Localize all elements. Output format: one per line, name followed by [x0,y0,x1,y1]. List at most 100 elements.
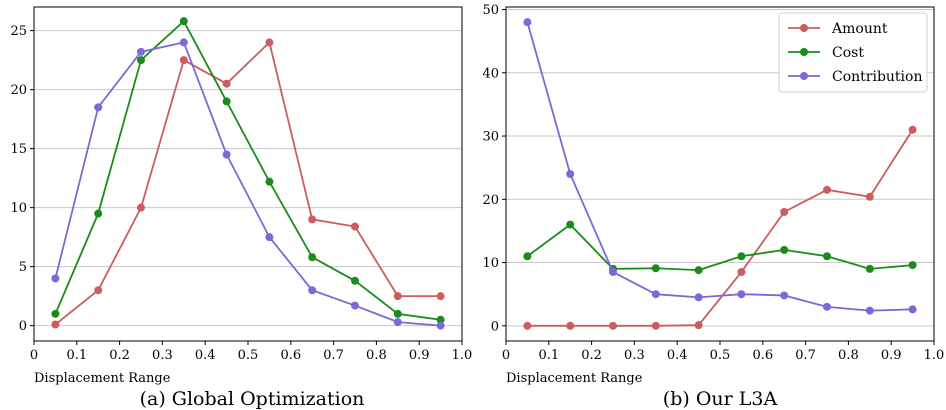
data-point-contribution [523,18,532,27]
x-tick-label: 0.6 [752,348,773,363]
figure-caption: (b) Our L3A [663,388,778,410]
y-tick-label: 50 [482,3,499,18]
data-point-amount [609,321,617,330]
legend-marker-amount [800,24,808,32]
y-tick-label: 20 [10,83,27,98]
x-tick-label: 0.4 [667,348,688,363]
data-point-contribution [265,233,274,242]
legend-marker-contribution [800,72,808,80]
data-point-amount [651,321,660,330]
y-tick-label: 40 [482,66,499,81]
data-point-cost [694,266,703,275]
data-point-cost [179,17,188,26]
data-point-amount [865,192,874,201]
x-tick-label: 0 [502,348,510,363]
x-tick-label: 0.5 [238,348,259,363]
x-tick-label: 0.3 [624,348,645,363]
data-point-amount [694,321,703,330]
x-tick-label: 0.4 [195,348,216,363]
data-point-contribution [780,291,789,300]
chart-panel-2: 0 10 20 30 40 50 0 0.1 0.2 0.3 0.4 0.5 0.6 0.7 0.8 0.9 1… [482,3,944,410]
x-tick-label: 0.3 [152,348,173,363]
data-point-cost [436,315,445,324]
data-point-contribution [179,38,188,47]
data-point-amount [780,207,789,216]
data-point-cost [265,177,274,186]
data-point-cost [865,264,874,273]
data-point-amount [908,125,917,134]
x-tick-label: 0.8 [366,348,387,363]
x-tick-label: 0.6 [280,348,301,363]
x-tick-label: 0.8 [838,348,859,363]
data-point-cost [823,252,831,261]
data-point-cost [523,252,532,261]
chart-panel-1: 0 5 10 15 20 25 0 0.1 0.2 0.3 0.4 0.5 0.6 0.7 0.8 0.9 1.… [10,6,473,410]
data-point-contribution [351,301,359,310]
data-point-contribution [393,318,402,327]
data-point-cost [566,220,575,229]
data-point-contribution [94,103,103,112]
series-line-cost [54,19,441,321]
data-point-amount [351,222,359,231]
x-axis-label: Displacement Range [506,371,643,386]
y-tick-label: 0 [491,319,499,334]
data-point-cost [908,261,917,270]
data-point-cost [351,276,359,285]
legend-box [778,12,928,93]
y-tick-label: 25 [10,24,27,39]
y-tick-label: 10 [482,256,499,271]
x-axis-label: Displacement Range [34,371,171,386]
legend: Amount Cost Contribution [778,12,928,93]
data-point-amount [222,79,231,88]
x-tick-label: 0.1 [66,348,87,363]
data-point-cost [308,253,317,262]
data-point-contribution [222,150,231,159]
x-tick-label: 0 [30,348,38,363]
x-tick-label: 1.0 [452,348,473,363]
x-tick-label: 0.5 [710,348,731,363]
data-point-contribution [308,286,317,295]
data-point-cost [94,209,103,218]
x-tick-label: 0.2 [581,348,602,363]
data-point-amount [94,286,103,295]
data-point-amount [566,321,575,330]
data-point-contribution [823,302,831,311]
data-point-amount [523,321,532,330]
x-tick-label: 0.7 [323,348,344,363]
data-point-amount [436,292,445,301]
legend-label-amount: Amount [831,21,888,37]
data-point-contribution [51,274,60,283]
series-line-amount [527,129,914,327]
data-point-cost [51,309,60,318]
legend-label-cost: Cost [832,45,864,61]
y-tick-label: 15 [10,142,27,157]
legend-label-contribution: Contribution [832,69,922,85]
x-tick-label: 0.9 [409,348,430,363]
data-point-cost [651,264,660,273]
data-point-amount [308,215,317,224]
x-tick-label: 0.2 [109,348,130,363]
data-point-contribution [908,305,917,314]
data-point-cost [393,309,402,318]
y-tick-label: 20 [482,193,499,208]
plot-frame [33,6,463,342]
data-point-cost [737,252,746,261]
y-tick-label: 30 [482,130,499,145]
series-line-contribution [526,21,913,312]
data-point-contribution [651,290,660,299]
data-point-amount [823,185,831,194]
data-point-cost [222,97,231,106]
data-point-contribution [436,321,445,330]
x-tick-label: 0.9 [881,348,902,363]
data-point-amount [51,320,60,329]
y-tick-label: 5 [19,260,27,275]
data-point-amount [137,203,145,212]
data-point-cost [137,56,145,65]
data-point-amount [179,56,188,65]
data-point-amount [393,292,402,301]
series-line-amount [54,40,441,326]
x-tick-label: 1.0 [924,348,945,363]
plot-frame [505,6,935,342]
legend-marker-cost [800,48,808,56]
